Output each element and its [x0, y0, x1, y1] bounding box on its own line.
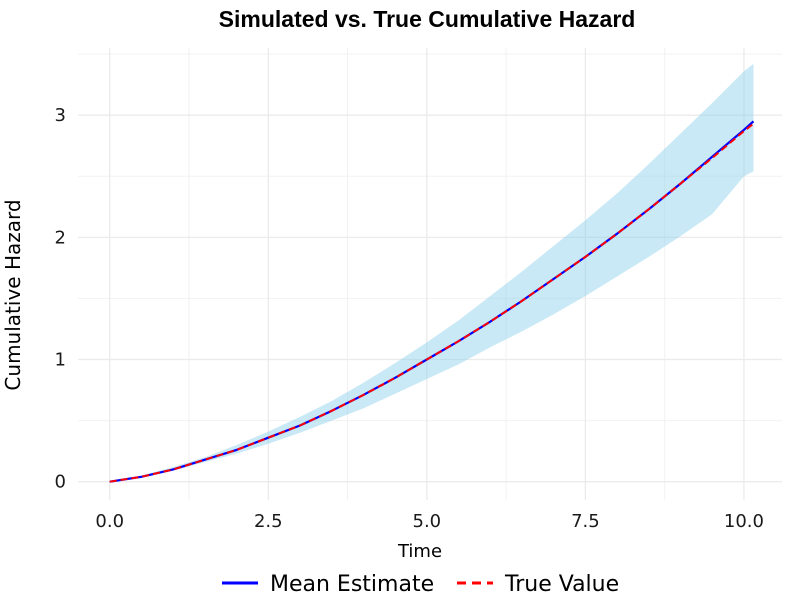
y-tick-label: 3 [55, 105, 66, 126]
x-tick-label: 5.0 [413, 511, 442, 532]
y-axis-label: Cumulative Hazard [1, 199, 25, 390]
series-layer [109, 120, 755, 483]
grid [78, 48, 782, 500]
x-tick-label: 0.0 [95, 511, 124, 532]
x-tick-label: 2.5 [254, 511, 283, 532]
x-tick-label: 10.0 [724, 511, 764, 532]
legend: Mean Estimate True Value [222, 572, 619, 597]
x-tick-label: 7.5 [571, 511, 600, 532]
y-tick-label: 1 [55, 350, 66, 371]
chart-title: Simulated vs. True Cumulative Hazard [219, 6, 636, 32]
tick-labels: 0.0 2.5 5.0 7.5 10.0 0 1 2 3 [55, 105, 764, 532]
y-tick-label: 0 [55, 472, 66, 493]
x-axis-label: Time [397, 541, 442, 562]
confidence-band [109, 63, 754, 482]
confidence-band-layer [109, 63, 754, 482]
legend-mean-estimate-label: Mean Estimate [270, 572, 434, 597]
true-value-line [109, 122, 755, 483]
y-tick-label: 2 [55, 227, 66, 248]
legend-true-value-label: True Value [504, 572, 619, 597]
